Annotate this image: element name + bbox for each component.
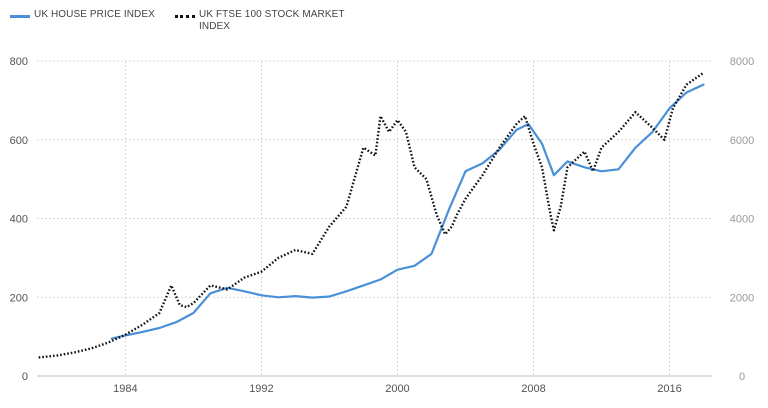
x-tick-label: 1992 bbox=[249, 383, 273, 395]
legend-swatch-ftse-100 bbox=[175, 15, 195, 18]
y-left-tick-label: 800 bbox=[10, 56, 28, 68]
legend-swatch-house-price bbox=[10, 15, 30, 18]
x-tick-label: 2008 bbox=[521, 383, 545, 395]
y-left-tick-label: 600 bbox=[10, 135, 28, 147]
y-left-tick-label: 400 bbox=[10, 214, 28, 226]
x-tick-label: 2000 bbox=[385, 383, 409, 395]
y-right-tick-label: 8000 bbox=[730, 56, 754, 68]
y-right-tick-label: 2000 bbox=[730, 292, 754, 304]
legend-label-ftse-100: UK FTSE 100 STOCK MARKET INDEX bbox=[199, 9, 345, 32]
x-tick-label: 2016 bbox=[657, 383, 681, 395]
y-right-tick-label: 0 bbox=[739, 371, 745, 383]
y-right-tick-label: 6000 bbox=[730, 135, 754, 147]
series-line-ftse-100 bbox=[38, 71, 705, 359]
legend-label-house-price: UK HOUSE PRICE INDEX bbox=[34, 9, 155, 20]
y-left-tick-label: 0 bbox=[22, 371, 28, 383]
grid bbox=[37, 60, 712, 377]
y-right-tick-label: 4000 bbox=[730, 214, 754, 226]
legend-item-ftse-100: UK FTSE 100 STOCK MARKET INDEX bbox=[175, 9, 345, 33]
y-left-tick-label: 200 bbox=[10, 292, 28, 304]
legend-item-house-price: UK HOUSE PRICE INDEX bbox=[10, 9, 170, 21]
series bbox=[38, 71, 705, 359]
series-line-house-price bbox=[110, 83, 705, 340]
x-tick-label: 1984 bbox=[113, 383, 137, 395]
